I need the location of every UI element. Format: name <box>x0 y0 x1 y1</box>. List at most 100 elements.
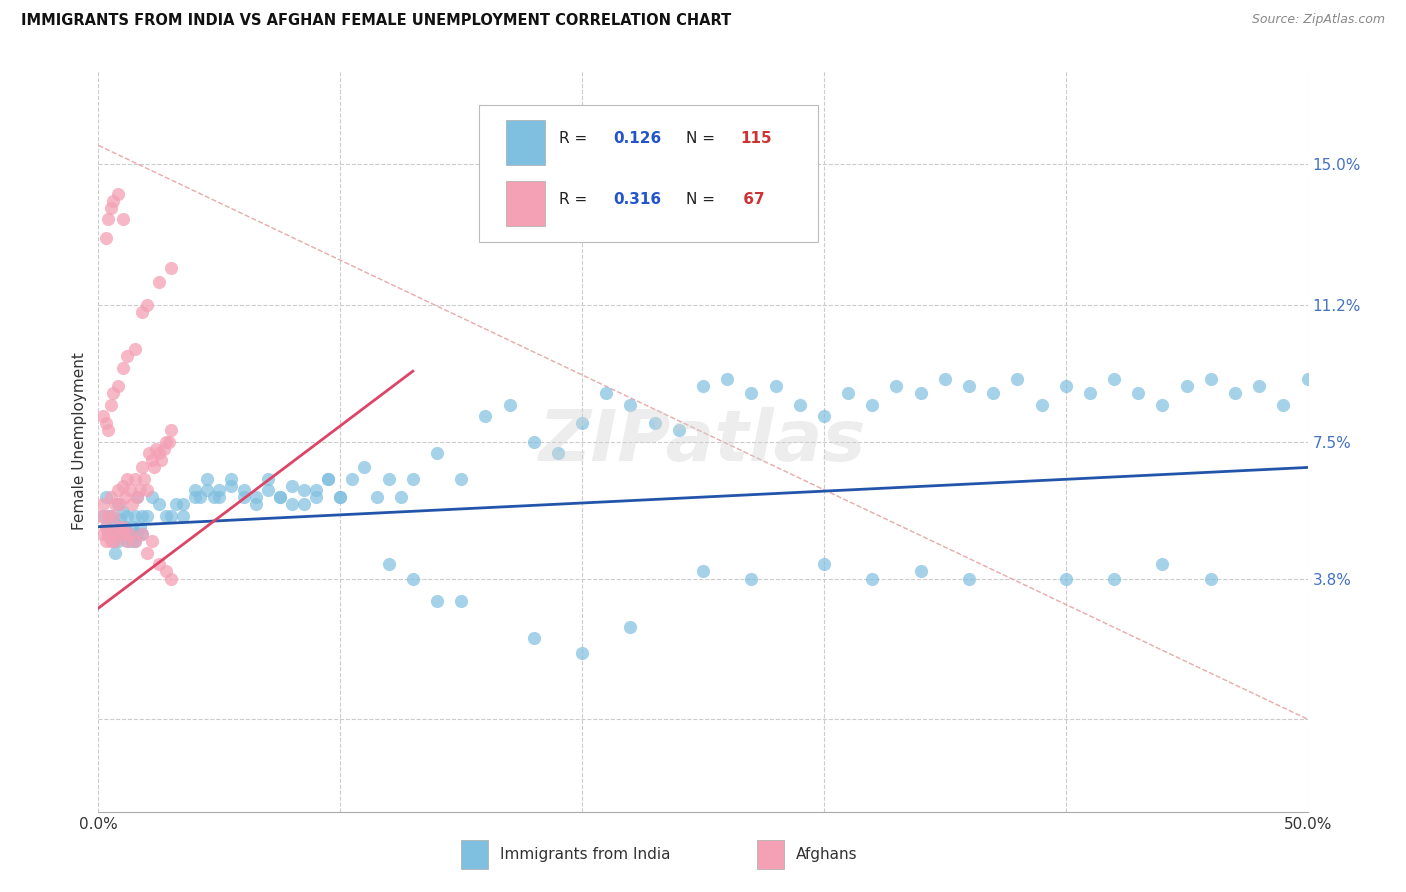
Text: 115: 115 <box>741 131 772 146</box>
Point <box>160 572 183 586</box>
Text: Source: ZipAtlas.com: Source: ZipAtlas.com <box>1251 13 1385 27</box>
Point <box>305 483 328 497</box>
Point <box>160 260 183 275</box>
Point <box>97 508 120 523</box>
Point <box>292 498 315 512</box>
Point <box>107 483 129 497</box>
Point <box>114 527 136 541</box>
Text: 0.316: 0.316 <box>613 193 662 208</box>
Point <box>402 572 425 586</box>
Point <box>1152 398 1174 412</box>
Point <box>145 442 167 456</box>
Point <box>121 519 143 533</box>
Point <box>94 534 117 549</box>
Point <box>91 409 114 423</box>
Point <box>619 398 641 412</box>
Point <box>97 527 120 541</box>
Point <box>94 490 117 504</box>
Point <box>692 564 714 578</box>
Point <box>450 471 472 485</box>
Text: 67: 67 <box>738 193 765 208</box>
Point <box>100 508 122 523</box>
Point <box>1102 371 1125 385</box>
Point <box>101 534 124 549</box>
Point <box>124 471 146 485</box>
FancyBboxPatch shape <box>461 840 488 870</box>
Point <box>1078 386 1101 401</box>
Point <box>245 498 267 512</box>
Point <box>111 212 134 227</box>
Point <box>117 508 139 523</box>
Point <box>1054 572 1077 586</box>
Point <box>813 557 835 571</box>
Point <box>765 379 787 393</box>
Point <box>1223 386 1246 401</box>
Point <box>571 646 593 660</box>
Point <box>111 519 134 533</box>
Point <box>1007 371 1029 385</box>
Text: Immigrants from India: Immigrants from India <box>501 847 671 863</box>
Point <box>1272 398 1295 412</box>
Point <box>152 442 174 456</box>
Point <box>111 479 134 493</box>
Point <box>97 424 120 438</box>
Point <box>316 471 339 485</box>
Point <box>498 398 520 412</box>
Point <box>131 460 153 475</box>
Point <box>100 527 122 541</box>
Point <box>886 379 908 393</box>
Point <box>91 527 114 541</box>
Point <box>523 434 546 449</box>
Point <box>316 471 339 485</box>
Point <box>141 453 163 467</box>
Text: ZIPatlas: ZIPatlas <box>540 407 866 476</box>
Point <box>305 490 328 504</box>
Point <box>108 512 131 526</box>
Point <box>184 490 207 504</box>
Point <box>668 424 690 438</box>
Point <box>148 498 170 512</box>
Point <box>221 471 243 485</box>
Point <box>172 508 194 523</box>
Point <box>107 186 129 201</box>
Point <box>135 297 157 311</box>
Point <box>957 379 980 393</box>
Point <box>118 527 141 541</box>
Text: IMMIGRANTS FROM INDIA VS AFGHAN FEMALE UNEMPLOYMENT CORRELATION CHART: IMMIGRANTS FROM INDIA VS AFGHAN FEMALE U… <box>21 13 731 29</box>
Point <box>366 490 388 504</box>
Point <box>426 445 449 459</box>
Point <box>329 490 352 504</box>
Point <box>934 371 956 385</box>
Point <box>1102 572 1125 586</box>
Point <box>155 434 177 449</box>
Point <box>860 398 883 412</box>
Point <box>1199 572 1222 586</box>
Point <box>1054 379 1077 393</box>
Point <box>281 498 304 512</box>
Point <box>101 527 124 541</box>
Point <box>619 619 641 633</box>
Point <box>860 572 883 586</box>
Point <box>117 534 139 549</box>
Point <box>450 593 472 607</box>
Point <box>100 490 122 504</box>
Point <box>1175 379 1198 393</box>
Point <box>1249 379 1271 393</box>
Point <box>138 445 160 459</box>
Point <box>94 519 117 533</box>
Point <box>957 572 980 586</box>
Point <box>131 508 153 523</box>
Point <box>114 527 136 541</box>
Point <box>342 471 364 485</box>
Point <box>148 445 170 459</box>
Point <box>107 498 129 512</box>
Point <box>121 498 143 512</box>
Point <box>111 519 134 533</box>
Point <box>135 546 157 560</box>
Point <box>981 386 1004 401</box>
Point <box>245 490 267 504</box>
Point <box>101 527 124 541</box>
Point <box>256 483 278 497</box>
Point <box>150 453 173 467</box>
Point <box>124 508 146 523</box>
